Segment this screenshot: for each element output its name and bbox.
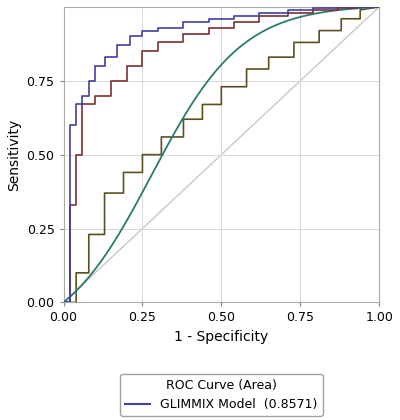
X-axis label: 1 - Specificity: 1 - Specificity [174, 330, 268, 344]
Y-axis label: Sensitivity: Sensitivity [7, 118, 21, 191]
Legend: GLIMMIX Model  (0.8571): GLIMMIX Model (0.8571) [120, 374, 322, 416]
